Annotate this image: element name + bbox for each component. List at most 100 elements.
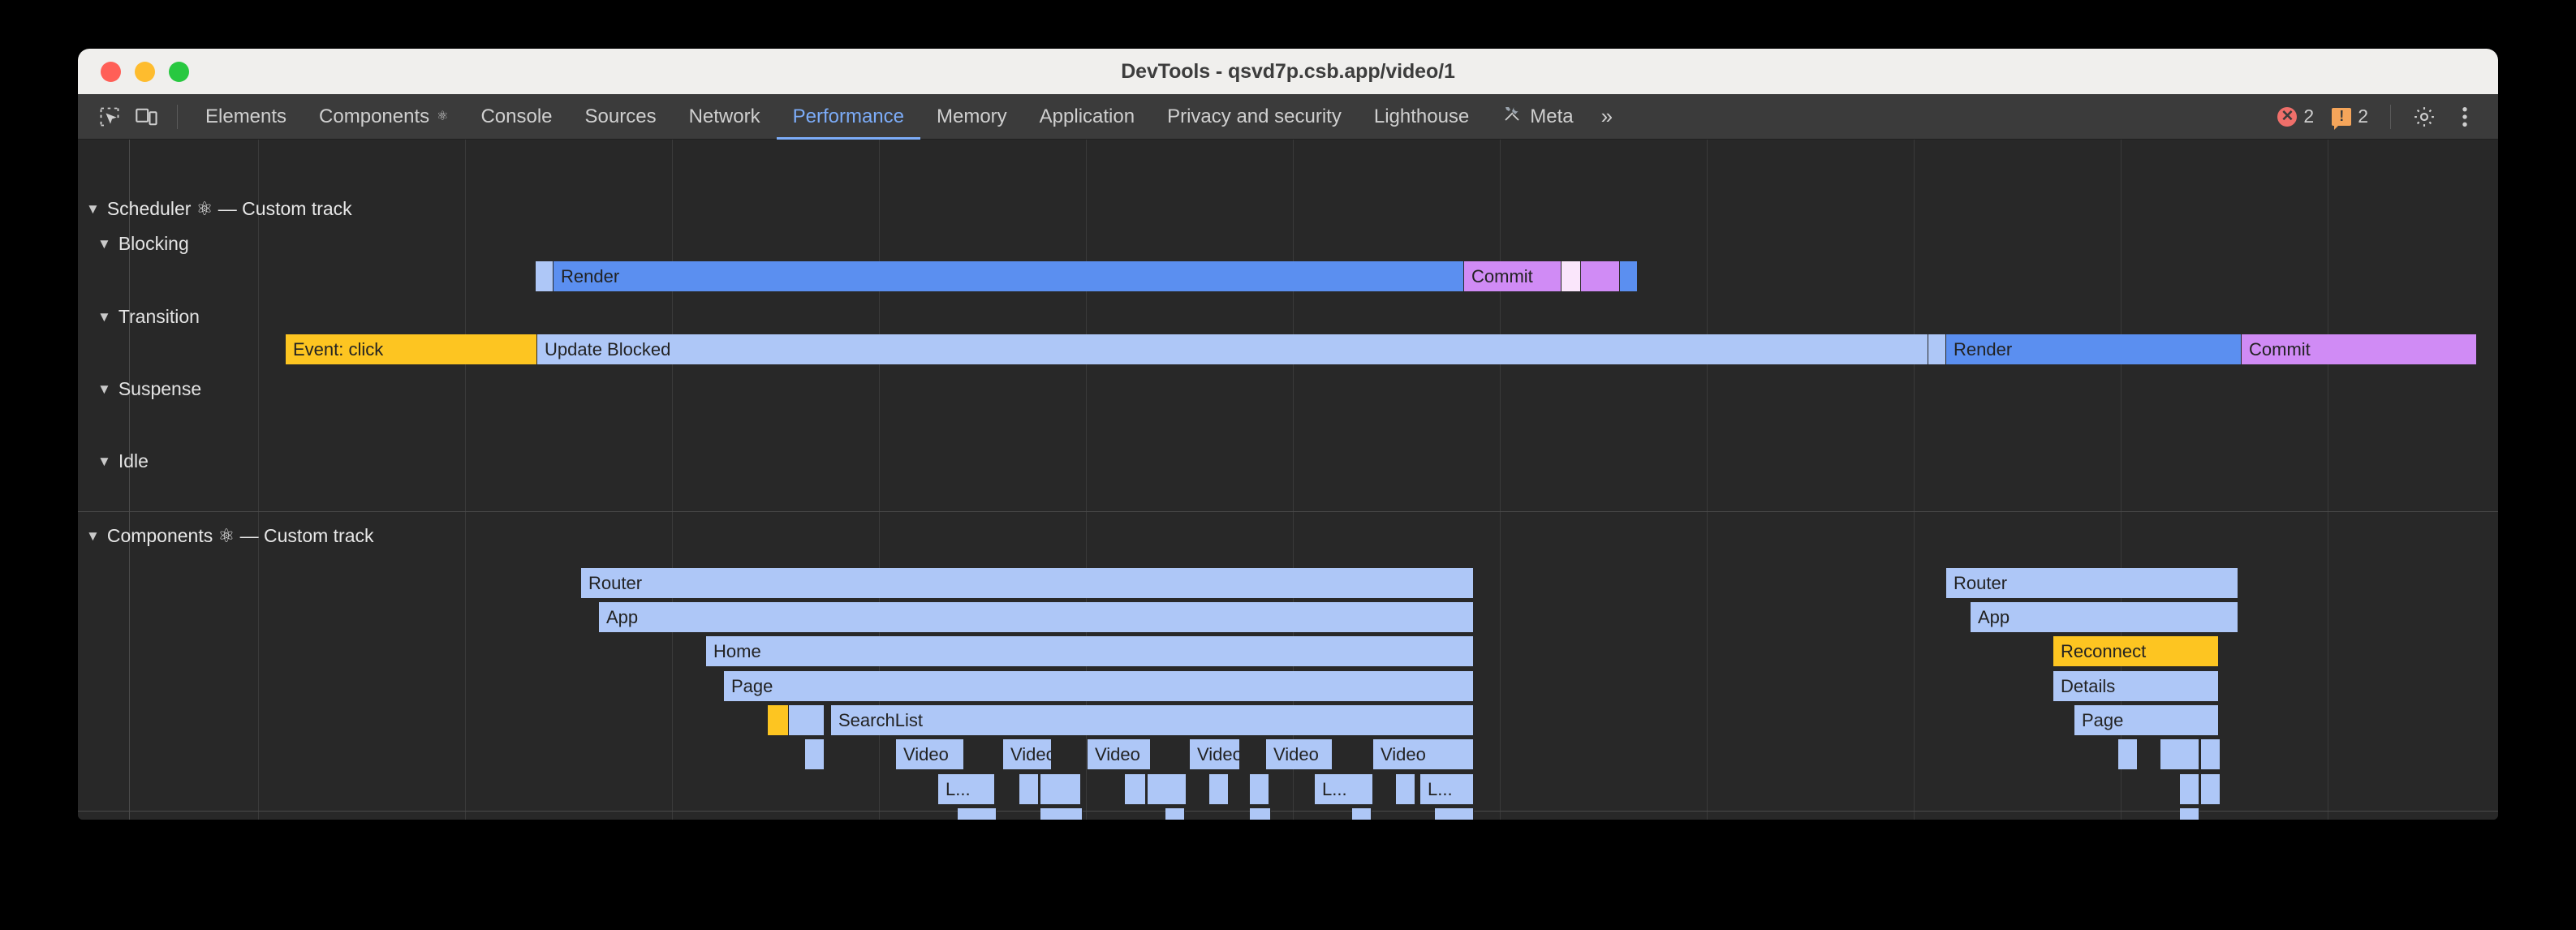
more-vertical-icon[interactable] bbox=[2446, 101, 2483, 133]
flame-bar[interactable] bbox=[805, 739, 825, 769]
chevron-down-icon[interactable]: ▼ bbox=[97, 454, 111, 469]
tab-label: Components bbox=[319, 105, 430, 127]
flame-bar-reconnect[interactable]: Reconnect bbox=[2053, 636, 2219, 666]
warning-count-badge[interactable]: ! 2 bbox=[2324, 105, 2376, 130]
flame-bar-router[interactable]: Router bbox=[1946, 568, 2238, 598]
flame-bar-l[interactable]: L... bbox=[938, 774, 995, 804]
flame-bar[interactable] bbox=[1209, 774, 1229, 804]
flame-bar[interactable] bbox=[1040, 774, 1081, 804]
flame-bar-details[interactable]: Details bbox=[2053, 671, 2219, 701]
toolbar-divider bbox=[177, 104, 178, 129]
device-toolbar-icon[interactable] bbox=[128, 101, 166, 133]
tab-performance[interactable]: Performance bbox=[777, 94, 920, 140]
flame-bar[interactable] bbox=[1352, 808, 1372, 820]
error-count-badge[interactable]: ✕ 2 bbox=[2270, 105, 2321, 127]
tab-lighthouse[interactable]: Lighthouse bbox=[1358, 94, 1485, 140]
flame-bar-video[interactable]: Video bbox=[1088, 739, 1151, 769]
flame-bar-video[interactable]: Video bbox=[1190, 739, 1240, 769]
flame-bar-app[interactable]: App bbox=[1971, 602, 2238, 632]
chevron-down-icon[interactable]: ▼ bbox=[97, 309, 111, 325]
flame-bar-video[interactable]: Video bbox=[1373, 739, 1474, 769]
flame-bar-commit[interactable]: Commit bbox=[2242, 334, 2477, 364]
flame-bar[interactable] bbox=[2180, 808, 2199, 820]
track-label-components[interactable]: ▼ Components ⚛ — Custom track bbox=[86, 525, 374, 547]
flame-bar[interactable] bbox=[1125, 774, 1146, 804]
flame-bar-render[interactable]: Render bbox=[1946, 334, 2242, 364]
minimize-window-button[interactable] bbox=[135, 61, 155, 82]
tab-network[interactable]: Network bbox=[673, 94, 777, 140]
track-label-scheduler[interactable]: ▼ Scheduler ⚛ — Custom track bbox=[86, 198, 352, 220]
flame-bar[interactable] bbox=[768, 705, 789, 735]
flame-bar-render[interactable]: Render bbox=[554, 261, 1464, 291]
flame-bar-label: Reconnect bbox=[2061, 640, 2147, 661]
tab-memory[interactable]: Memory bbox=[920, 94, 1023, 140]
flame-bar[interactable] bbox=[1928, 334, 1946, 364]
flame-bar[interactable] bbox=[1562, 261, 1581, 291]
gridline bbox=[1707, 140, 1708, 820]
flame-bar[interactable] bbox=[1019, 774, 1039, 804]
flame-bar[interactable] bbox=[1250, 774, 1269, 804]
flame-bar-home[interactable]: Home bbox=[706, 636, 1474, 666]
flame-bar-label: Video bbox=[1197, 743, 1240, 764]
flame-bar-label: App bbox=[1978, 606, 2010, 627]
flame-bar-update-blocked[interactable]: Update Blocked bbox=[537, 334, 1928, 364]
track-label-suspense[interactable]: ▼ Suspense bbox=[97, 378, 201, 400]
track-label-idle[interactable]: ▼ Idle bbox=[97, 450, 149, 472]
flame-bar[interactable] bbox=[1396, 774, 1415, 804]
flame-bar[interactable] bbox=[958, 808, 997, 820]
flame-bar[interactable] bbox=[2201, 774, 2221, 804]
flame-bar-page[interactable]: Page bbox=[724, 671, 1474, 701]
flame-bar[interactable] bbox=[1165, 808, 1185, 820]
flame-bar-commit[interactable]: Commit bbox=[1464, 261, 1562, 291]
flame-bar[interactable] bbox=[1148, 774, 1187, 804]
flame-bar[interactable] bbox=[536, 261, 554, 291]
flame-bar[interactable] bbox=[1250, 808, 1271, 820]
gridline bbox=[879, 140, 880, 820]
flame-bar-l[interactable]: L... bbox=[1315, 774, 1373, 804]
flame-bar-video[interactable]: Video bbox=[1266, 739, 1333, 769]
track-label-text: Scheduler ⚛ — Custom track bbox=[106, 198, 352, 219]
flame-bar[interactable] bbox=[2201, 739, 2221, 769]
gridline bbox=[465, 140, 466, 820]
flame-bar[interactable] bbox=[2180, 774, 2199, 804]
track-label-blocking[interactable]: ▼ Blocking bbox=[97, 233, 189, 255]
chevron-down-icon[interactable]: ▼ bbox=[97, 236, 111, 252]
flame-bar-video[interactable]: Video bbox=[896, 739, 964, 769]
tab-meta[interactable]: Meta bbox=[1485, 94, 1589, 140]
devtools-tab-list: Elements Components ⚛ Console Sources Network… bbox=[189, 94, 1590, 140]
flame-bar-app[interactable]: App bbox=[599, 602, 1474, 632]
toolbar-divider-right bbox=[2390, 104, 2391, 129]
maximize-window-button[interactable] bbox=[169, 61, 189, 82]
flame-bar-l[interactable]: L... bbox=[1420, 774, 1474, 804]
tab-console[interactable]: Console bbox=[464, 94, 568, 140]
inspect-element-icon[interactable] bbox=[91, 101, 128, 133]
warning-count: 2 bbox=[2358, 105, 2368, 127]
close-window-button[interactable] bbox=[101, 61, 121, 82]
flame-bar[interactable] bbox=[1040, 808, 1083, 820]
flame-bar[interactable] bbox=[1581, 261, 1620, 291]
chevron-down-icon[interactable]: ▼ bbox=[86, 201, 100, 217]
chevron-down-icon[interactable]: ▼ bbox=[97, 381, 111, 397]
flame-bar[interactable] bbox=[2118, 739, 2138, 769]
tab-components[interactable]: Components ⚛ bbox=[303, 94, 464, 140]
track-separator bbox=[78, 511, 2498, 512]
flame-bar[interactable] bbox=[1435, 808, 1474, 820]
tab-elements[interactable]: Elements bbox=[189, 94, 303, 140]
tab-application[interactable]: Application bbox=[1023, 94, 1151, 140]
overflow-chevron-icon[interactable]: » bbox=[1600, 104, 1613, 128]
flame-bar-searchlist[interactable]: SearchList bbox=[831, 705, 1474, 735]
tab-sources[interactable]: Sources bbox=[569, 94, 673, 140]
flame-bar[interactable] bbox=[2160, 739, 2199, 769]
flame-bar-page[interactable]: Page bbox=[2074, 705, 2219, 735]
flame-bar-label: App bbox=[606, 606, 639, 627]
flame-bar-video[interactable]: Video bbox=[1003, 739, 1052, 769]
flame-bar[interactable] bbox=[1620, 261, 1638, 291]
flame-bar[interactable] bbox=[789, 705, 825, 735]
gear-icon[interactable] bbox=[2406, 101, 2443, 133]
tab-privacy-and-security[interactable]: Privacy and security bbox=[1151, 94, 1358, 140]
performance-flamechart[interactable]: ▼ Scheduler ⚛ — Custom track ▼ Blocking ▼ Tra… bbox=[78, 140, 2498, 820]
flame-bar-event-click[interactable]: Event: click bbox=[286, 334, 537, 364]
flame-bar-router[interactable]: Router bbox=[581, 568, 1474, 598]
chevron-down-icon[interactable]: ▼ bbox=[86, 528, 100, 544]
track-label-transition[interactable]: ▼ Transition bbox=[97, 306, 200, 328]
